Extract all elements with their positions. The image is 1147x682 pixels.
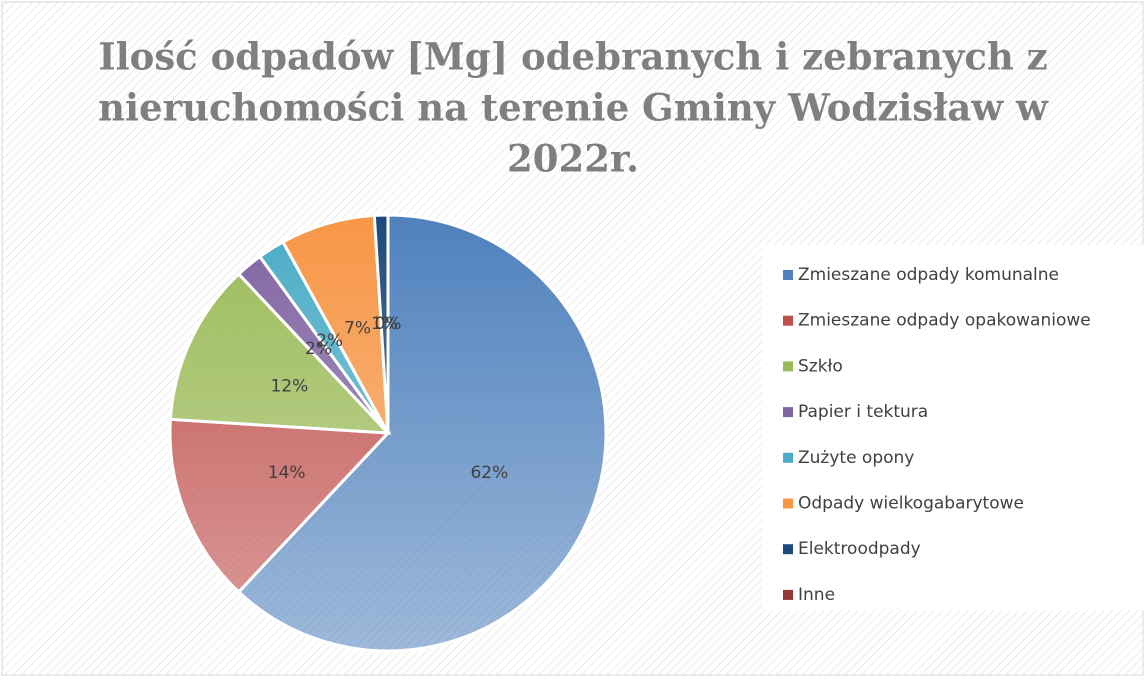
legend-label: Zużyte opony <box>798 448 914 468</box>
data-label: 1% <box>371 314 398 334</box>
legend-label: Papier i tektura <box>798 402 928 422</box>
legend-swatch <box>783 361 793 372</box>
legend-label: Szkło <box>798 356 843 376</box>
legend-label: Odpady wielkogabarytowe <box>798 494 1024 514</box>
data-label: 12% <box>270 377 308 397</box>
data-label: 62% <box>470 463 508 483</box>
legend-swatch <box>783 498 793 509</box>
pie-slice <box>168 417 392 595</box>
legend-swatch <box>783 544 793 555</box>
legend-label: Zmieszane odpady komunalne <box>798 265 1059 285</box>
legend-label: Zmieszane odpady opakowaniowe <box>798 311 1091 331</box>
data-label: 14% <box>268 463 306 483</box>
data-label: 2% <box>316 331 343 351</box>
legend-swatch <box>783 589 793 600</box>
legend-swatch <box>783 407 793 418</box>
legend-label: Elektroodpady <box>798 539 921 559</box>
legend-box <box>762 245 1147 610</box>
legend-swatch <box>783 270 793 280</box>
pie-slice <box>168 271 392 435</box>
legend-swatch <box>783 452 793 463</box>
legend-label: Inne <box>798 585 835 605</box>
data-label: 2% <box>305 339 332 359</box>
data-label: 0% <box>375 314 402 334</box>
legend-swatch <box>783 315 793 326</box>
chart-title: nieruchomości na terenie Gminy Wodzisław… <box>98 86 1049 130</box>
data-label: 7% <box>344 318 371 338</box>
chart-title: Ilość odpadów [Mg] odebranych i zebranyc… <box>98 35 1047 79</box>
pie-slice <box>236 213 608 653</box>
chart-title: 2022r. <box>507 137 639 181</box>
